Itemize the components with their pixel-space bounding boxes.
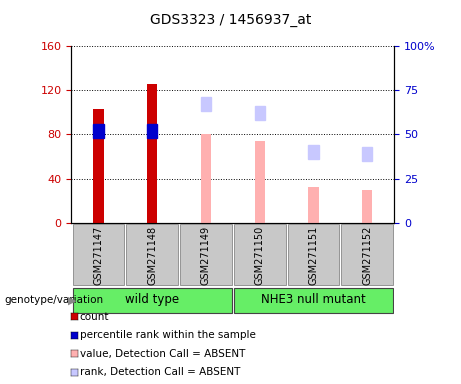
FancyBboxPatch shape	[180, 224, 232, 285]
FancyBboxPatch shape	[288, 224, 339, 285]
Text: GSM271150: GSM271150	[254, 226, 265, 285]
Text: GSM271148: GSM271148	[147, 226, 157, 285]
Text: NHE3 null mutant: NHE3 null mutant	[261, 293, 366, 306]
Text: GDS3323 / 1456937_at: GDS3323 / 1456937_at	[150, 13, 311, 27]
Text: GSM271149: GSM271149	[201, 226, 211, 285]
Text: wild type: wild type	[125, 293, 179, 306]
Text: percentile rank within the sample: percentile rank within the sample	[80, 330, 256, 340]
Bar	[201, 97, 211, 111]
FancyBboxPatch shape	[234, 224, 285, 285]
Bar	[254, 141, 265, 223]
Text: value, Detection Call = ABSENT: value, Detection Call = ABSENT	[80, 349, 245, 359]
Bar	[308, 145, 319, 159]
Bar	[93, 109, 104, 223]
FancyBboxPatch shape	[234, 288, 393, 313]
Bar	[362, 147, 372, 161]
Bar	[308, 187, 319, 223]
Text: count: count	[80, 312, 109, 322]
FancyBboxPatch shape	[126, 224, 178, 285]
Text: GSM271151: GSM271151	[308, 226, 319, 285]
Text: rank, Detection Call = ABSENT: rank, Detection Call = ABSENT	[80, 367, 240, 377]
Text: ▶: ▶	[68, 295, 77, 306]
Text: genotype/variation: genotype/variation	[5, 295, 104, 306]
Text: GSM271152: GSM271152	[362, 226, 372, 285]
FancyBboxPatch shape	[72, 288, 232, 313]
Bar	[93, 124, 104, 138]
Text: GSM271147: GSM271147	[93, 226, 103, 285]
FancyBboxPatch shape	[72, 224, 124, 285]
Bar	[362, 190, 372, 223]
Bar	[147, 84, 157, 223]
Bar	[201, 134, 211, 223]
FancyBboxPatch shape	[342, 224, 393, 285]
Bar	[254, 106, 265, 120]
Bar	[147, 124, 157, 138]
